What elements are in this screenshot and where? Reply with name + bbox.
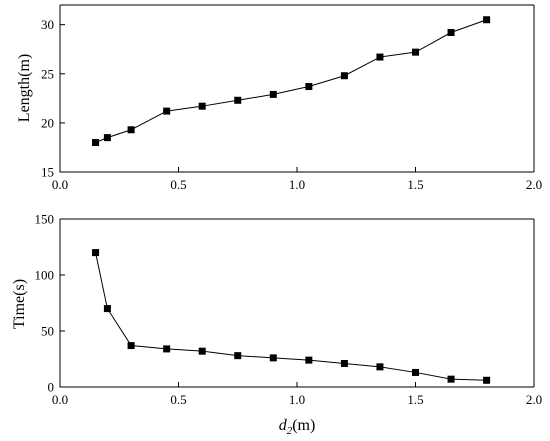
length-point bbox=[127, 126, 135, 134]
time-point bbox=[103, 305, 111, 313]
time-point bbox=[269, 354, 277, 362]
length-point bbox=[198, 102, 206, 110]
time-point bbox=[92, 249, 100, 257]
time-point bbox=[163, 345, 171, 353]
length-y-axis-title: Length(m) bbox=[16, 54, 33, 122]
x-axis-title: d2(m) bbox=[279, 417, 316, 437]
time-point bbox=[447, 375, 455, 383]
time-y-axis-title: Time(s) bbox=[11, 279, 28, 329]
length-x-tick-label: 2.0 bbox=[526, 177, 542, 192]
time-point bbox=[198, 347, 206, 355]
length-y-tick-label: 15 bbox=[41, 165, 54, 180]
length-y-tick-label: 20 bbox=[41, 115, 54, 130]
length-x-tick-label: 0.0 bbox=[52, 177, 68, 192]
time-point bbox=[483, 376, 491, 384]
length-point bbox=[234, 96, 242, 104]
length-point bbox=[412, 48, 419, 56]
time-chart: 0.0 0.5 1.0 1.5 2.0 0 50 100 150 Time(s) bbox=[11, 212, 542, 408]
time-series-line bbox=[95, 252, 487, 381]
x-axis-title-unit: (m) bbox=[292, 417, 315, 434]
time-y-ticks: 0 50 100 150 bbox=[35, 212, 65, 395]
length-x-tick-label: 1.5 bbox=[407, 177, 423, 192]
time-x-tick-label: 0.0 bbox=[52, 392, 68, 407]
time-axes-frame bbox=[59, 218, 535, 388]
length-axes-frame bbox=[59, 4, 535, 173]
time-y-tick-label: 100 bbox=[35, 268, 55, 283]
length-point bbox=[447, 29, 455, 37]
length-point bbox=[163, 107, 171, 115]
length-series-line bbox=[95, 19, 487, 143]
time-x-tick-label: 1.0 bbox=[289, 392, 305, 407]
time-x-tick-label: 1.5 bbox=[407, 392, 423, 407]
length-point bbox=[483, 16, 491, 24]
length-point bbox=[376, 53, 384, 61]
length-point bbox=[103, 134, 111, 142]
length-point bbox=[340, 72, 348, 80]
time-point bbox=[376, 363, 384, 371]
x-axis-title-subscript: 2 bbox=[287, 425, 293, 437]
time-x-ticks: 0.0 0.5 1.0 1.5 2.0 bbox=[52, 382, 542, 407]
time-x-tick-label: 2.0 bbox=[526, 392, 542, 407]
time-y-tick-label: 50 bbox=[41, 324, 54, 339]
x-axis-title-variable: d bbox=[279, 417, 288, 434]
length-chart: 0.0 0.5 1.0 1.5 2.0 15 20 25 30 Length(m) bbox=[16, 4, 542, 192]
length-x-ticks: 0.0 0.5 1.0 1.5 2.0 bbox=[52, 167, 542, 192]
length-y-tick-label: 25 bbox=[41, 66, 54, 81]
time-point bbox=[340, 359, 348, 367]
length-point bbox=[269, 90, 277, 98]
time-markers bbox=[92, 249, 491, 384]
time-x-tick-label: 0.5 bbox=[170, 392, 186, 407]
length-y-tick-label: 30 bbox=[41, 17, 54, 32]
length-x-tick-label: 1.0 bbox=[289, 177, 305, 192]
length-x-tick-label: 0.5 bbox=[170, 177, 186, 192]
length-markers bbox=[92, 16, 491, 147]
length-point bbox=[305, 83, 313, 91]
time-point bbox=[412, 368, 419, 376]
time-y-tick-label: 0 bbox=[48, 380, 55, 395]
length-y-ticks: 15 20 25 30 bbox=[41, 17, 65, 180]
time-point bbox=[234, 352, 242, 360]
time-point bbox=[305, 356, 313, 364]
length-point bbox=[92, 139, 100, 147]
time-y-tick-label: 150 bbox=[35, 212, 55, 227]
time-point bbox=[127, 342, 135, 350]
